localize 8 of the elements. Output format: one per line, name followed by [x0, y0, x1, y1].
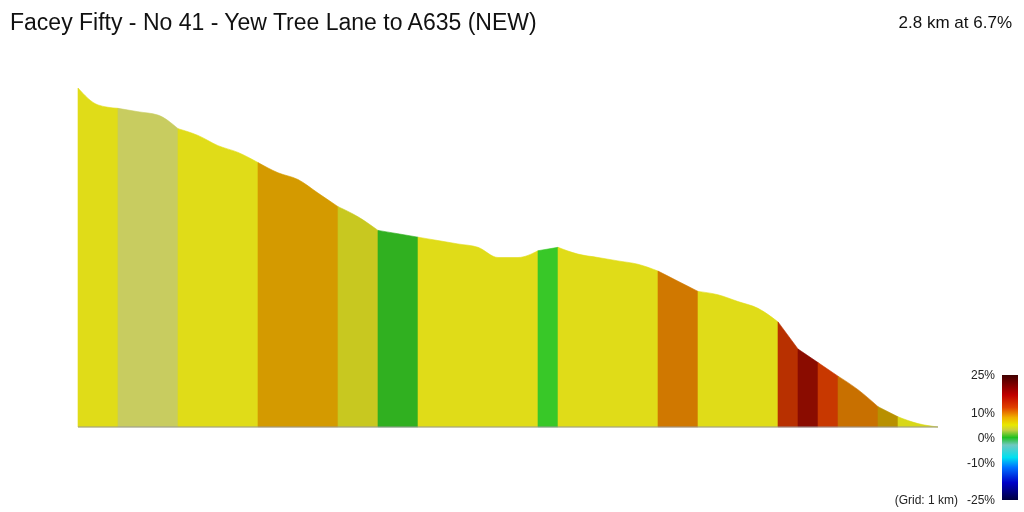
text: 0%: [977, 430, 996, 445]
chart-title: Facey Fifty - No 41 - Yew Tree Lane to A635 (NEW): [10, 9, 537, 35]
text: 25%: [970, 368, 996, 383]
text: -10%: [966, 455, 996, 470]
chart-subtitle: 2.8 km at 6.7%: [898, 13, 1012, 32]
text: -25%: [966, 493, 996, 508]
text: 10%: [970, 405, 996, 420]
text: (Grid: 1 km): [894, 493, 958, 508]
